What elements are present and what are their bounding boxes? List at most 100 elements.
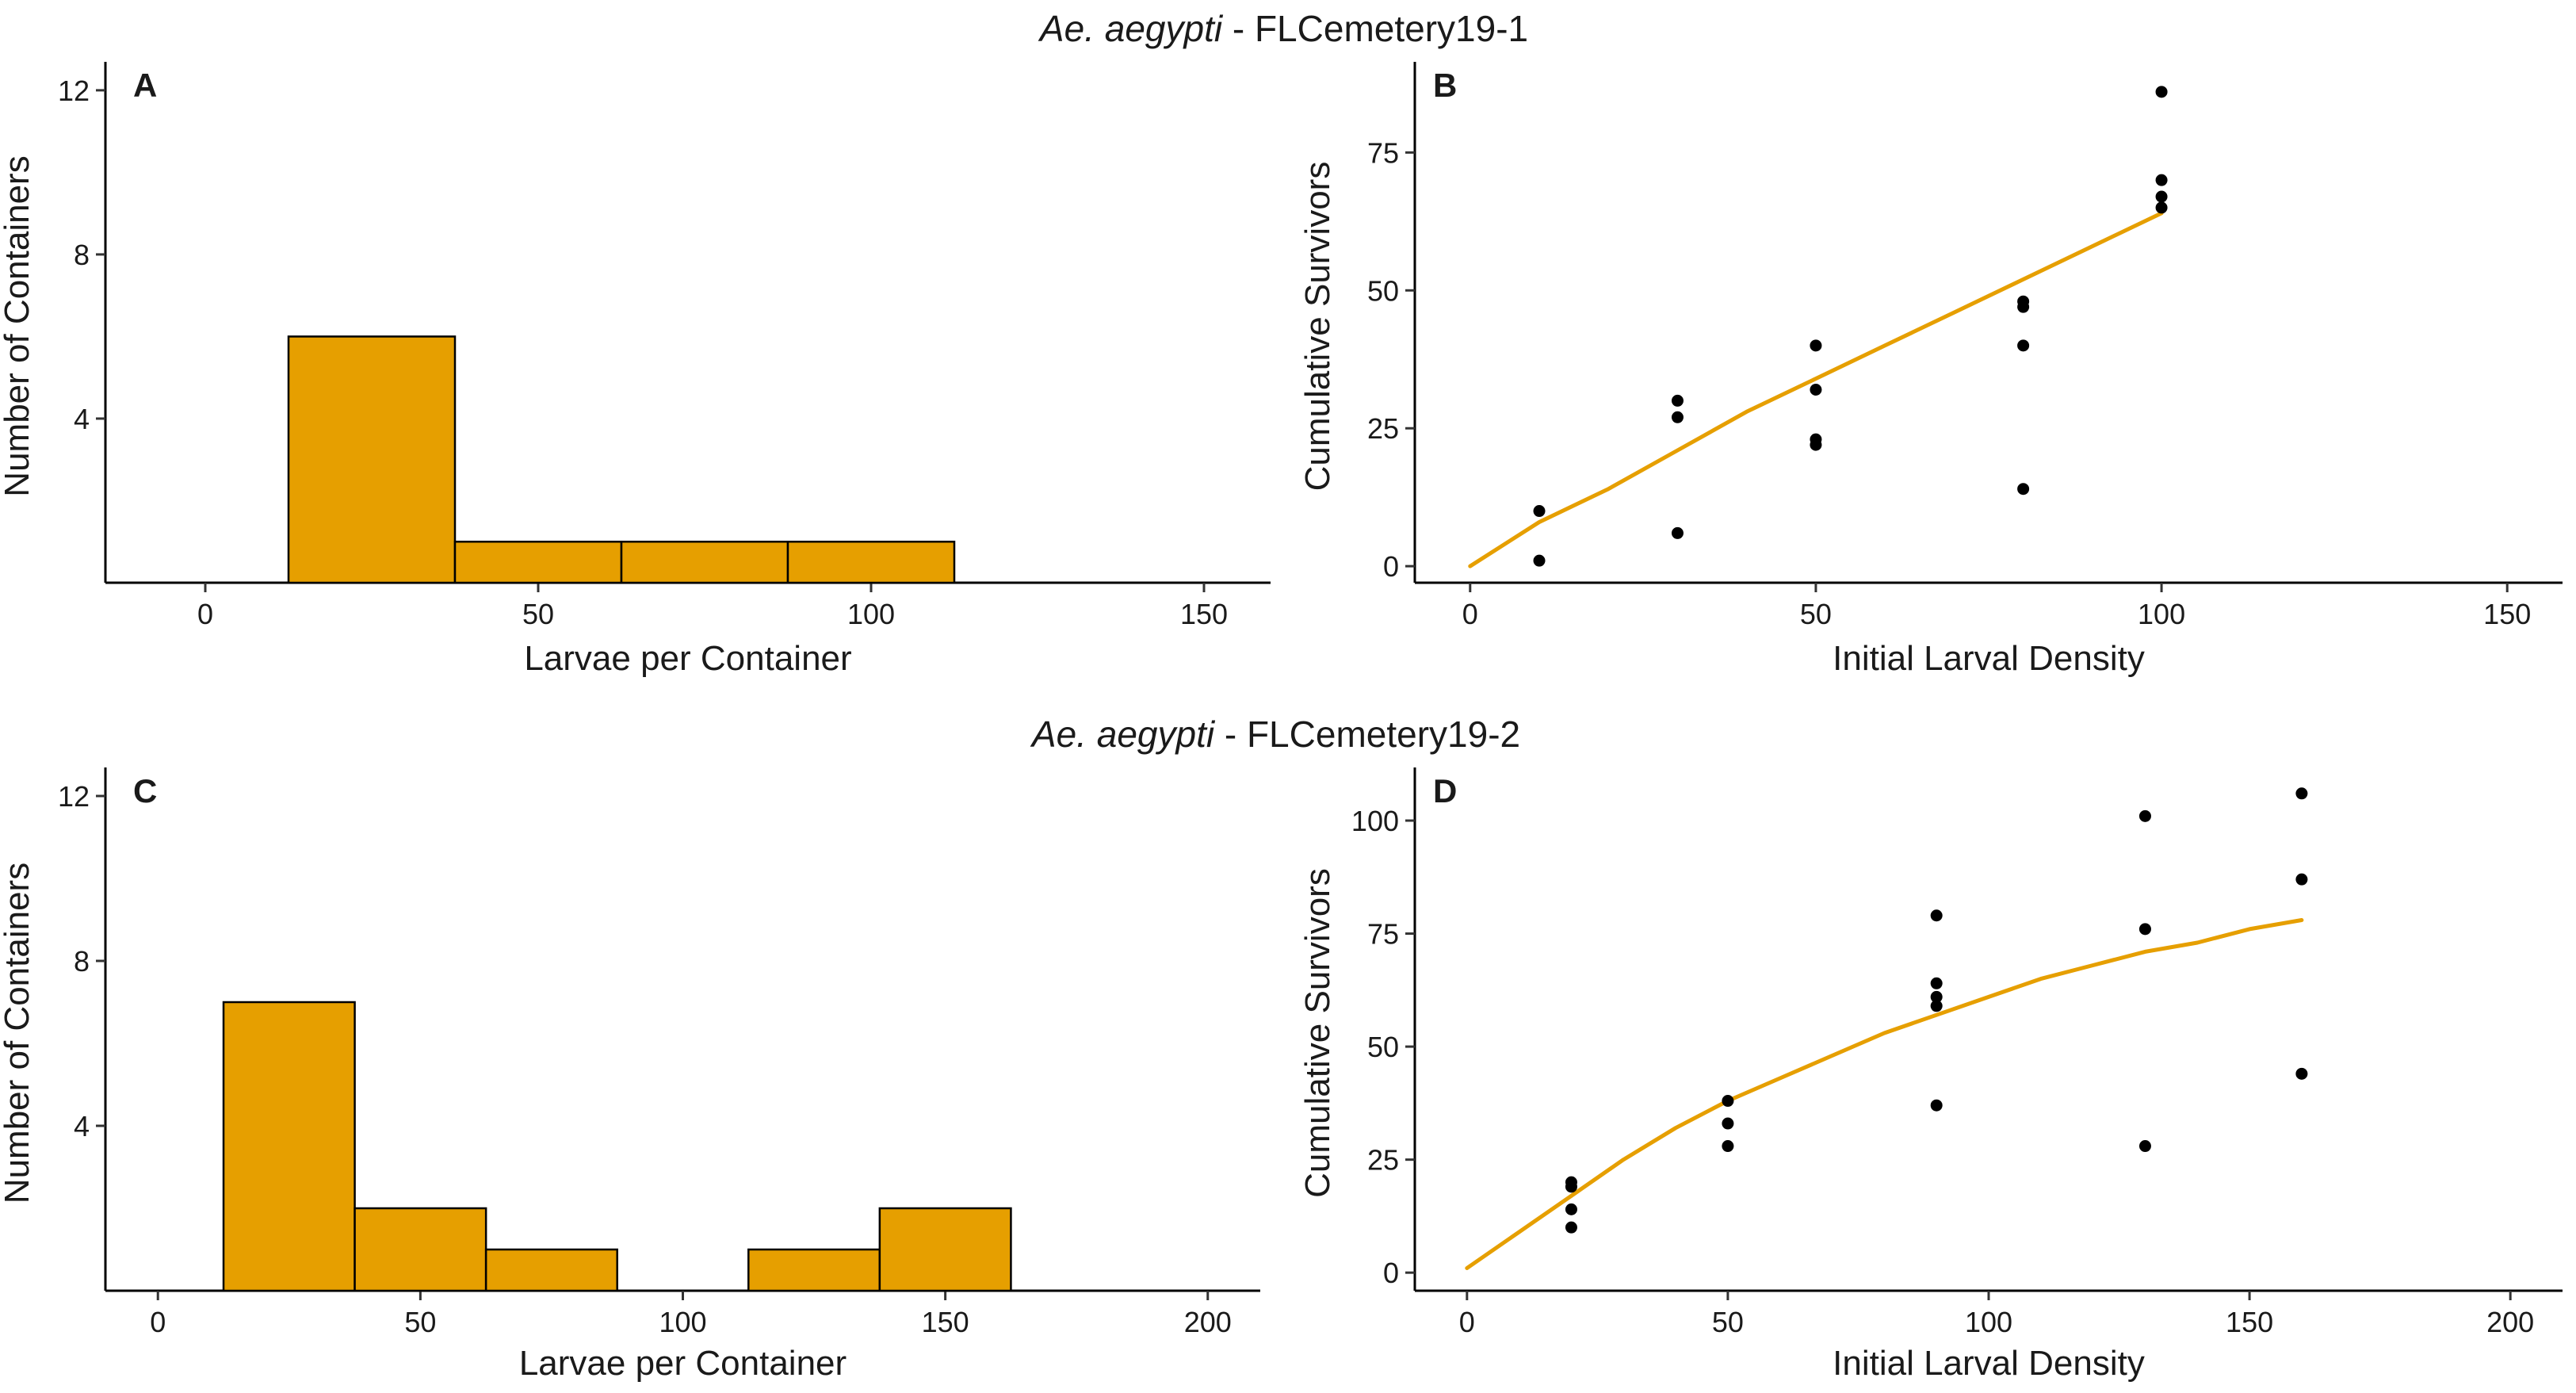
histogram-bar-c-2	[354, 1207, 487, 1292]
x-tick-label-a-150: 150	[1180, 598, 1228, 630]
x-tick-label-c-100: 100	[659, 1306, 706, 1338]
data-point-d-9	[1930, 1000, 1943, 1012]
y-tick-label-b-75: 75	[1367, 136, 1399, 169]
figure-title-1-population: - FLCemetery19-1	[1222, 8, 1528, 49]
data-point-b-3	[1671, 526, 1684, 539]
histogram-bar-a-3	[620, 540, 789, 584]
data-point-d-15	[2138, 809, 2151, 822]
x-tick-label-c-50: 50	[404, 1306, 436, 1338]
y-tick-label-b-25: 25	[1367, 412, 1399, 445]
data-point-b-14	[2155, 201, 2168, 214]
x-tick-label-d-200: 200	[2486, 1306, 2534, 1338]
figure-title-2: Ae. aegypti - FLCemetery19-2	[1030, 714, 1520, 755]
scatter-panel-b: 0 50 100 150 0 25 50 75 Initial Larval Density Cu…	[1298, 62, 2563, 678]
y-axis-label-d: Cumulative Survivors	[1298, 868, 1337, 1198]
x-tick-label-b-50: 50	[1800, 598, 1832, 630]
x-tick-label-a-0: 0	[197, 598, 213, 630]
x-tick-label-b-100: 100	[2138, 598, 2185, 630]
data-point-b-5	[1671, 394, 1684, 407]
y-tick-label-c-8: 8	[74, 945, 90, 978]
data-point-d-11	[1930, 977, 1943, 989]
figure-title-1: Ae. aegypti - FLCemetery19-1	[1038, 8, 1528, 49]
y-tick-label-d-0: 0	[1383, 1257, 1399, 1289]
data-point-b-9	[1810, 339, 1822, 352]
x-tick-label-d-150: 150	[2226, 1306, 2273, 1338]
data-point-d-4	[1565, 1176, 1577, 1188]
x-axis-label-a: Larvae per Container	[524, 639, 851, 678]
data-point-b-11	[2017, 339, 2030, 352]
data-point-d-1	[1565, 1221, 1577, 1234]
data-point-b-15	[2155, 190, 2168, 203]
fitted-line-d	[1465, 918, 2304, 1270]
y-tick-label-c-12: 12	[58, 780, 90, 813]
x-tick-label-a-100: 100	[847, 598, 895, 630]
data-point-b-8	[1810, 384, 1822, 396]
x-axis-label-d: Initial Larval Density	[1833, 1344, 2145, 1383]
x-tick-label-c-150: 150	[922, 1306, 969, 1338]
histogram-bar-c-3	[484, 1248, 618, 1292]
histogram-panel-a: 0 50 100 150 4 8 12 Larvae per Container Number …	[0, 62, 1271, 678]
x-axis-label-c: Larvae per Container	[519, 1344, 847, 1383]
x-axis-label-b: Initial Larval Density	[1833, 639, 2145, 678]
data-point-d-12	[1930, 909, 1943, 922]
x-tick-label-b-150: 150	[2483, 598, 2531, 630]
data-point-b-17	[2155, 86, 2168, 98]
histogram-bar-a-2	[453, 540, 623, 584]
data-point-b-13	[2017, 295, 2030, 308]
data-point-b-16	[2155, 174, 2168, 186]
data-point-d-13	[2138, 1140, 2151, 1153]
y-tick-label-d-100: 100	[1351, 805, 1399, 837]
y-tick-label-a-4: 4	[74, 403, 90, 435]
histogram-bar-a-4	[786, 540, 956, 584]
x-tick-label-a-50: 50	[522, 598, 554, 630]
data-point-b-7	[1810, 433, 1822, 446]
y-tick-label-b-0: 0	[1383, 550, 1399, 583]
figure-title-2-population: - FLCemetery19-2	[1214, 714, 1520, 755]
data-point-d-18	[2295, 787, 2308, 800]
y-tick-label-b-50: 50	[1367, 274, 1399, 307]
fitted-line-b	[1468, 211, 2164, 568]
data-point-b-4	[1671, 411, 1684, 423]
data-point-b-10	[2017, 483, 2030, 496]
y-tick-label-d-25: 25	[1367, 1144, 1399, 1177]
data-point-d-5	[1722, 1140, 1734, 1153]
histogram-bar-c-4	[747, 1248, 881, 1292]
x-tick-label-d-0: 0	[1459, 1306, 1475, 1338]
data-point-d-16	[2295, 1067, 2308, 1080]
data-point-d-8	[1930, 1099, 1943, 1112]
histogram-bar-c-5	[878, 1207, 1012, 1292]
panel-letter-a: A	[133, 67, 157, 104]
histogram-panel-c: 0 50 100 150 200 4 8 12 Larvae per Container Numb…	[0, 767, 1260, 1383]
panel-letter-c: C	[133, 772, 157, 809]
histogram-bar-c-1	[222, 1001, 356, 1292]
y-tick-label-d-75: 75	[1367, 918, 1399, 951]
x-tick-label-c-200: 200	[1184, 1306, 1232, 1338]
x-tick-label-c-0: 0	[150, 1306, 166, 1338]
data-point-d-7	[1722, 1095, 1734, 1108]
data-point-d-2	[1565, 1203, 1577, 1215]
y-tick-label-c-4: 4	[74, 1110, 90, 1142]
x-tick-label-b-0: 0	[1462, 598, 1478, 630]
panel-letter-b: B	[1433, 67, 1457, 104]
y-axis-label-b: Cumulative Survivors	[1298, 162, 1337, 492]
y-axis-label-a: Number of Containers	[0, 155, 36, 496]
data-point-d-17	[2295, 873, 2308, 886]
x-tick-label-d-50: 50	[1712, 1306, 1744, 1338]
y-tick-label-d-50: 50	[1367, 1031, 1399, 1063]
data-point-d-10	[1930, 990, 1943, 1003]
panel-letter-d: D	[1433, 772, 1457, 809]
data-point-d-14	[2138, 923, 2151, 936]
y-axis-label-c: Number of Containers	[0, 863, 36, 1204]
data-point-d-6	[1722, 1117, 1734, 1130]
data-point-b-1	[1533, 554, 1546, 567]
y-tick-label-a-12: 12	[58, 75, 90, 107]
figure-title-1-species: Ae. aegypti	[1038, 8, 1224, 49]
y-tick-label-a-8: 8	[74, 239, 90, 271]
figure-title-2-species: Ae. aegypti	[1030, 714, 1216, 755]
histogram-bar-a-1	[287, 335, 457, 584]
data-point-b-2	[1533, 505, 1546, 518]
scatter-panel-d: 0 50 100 150 200 0 25 50 75 100 Initial Larval Den…	[1298, 767, 2563, 1383]
x-tick-label-d-100: 100	[1965, 1306, 2012, 1338]
